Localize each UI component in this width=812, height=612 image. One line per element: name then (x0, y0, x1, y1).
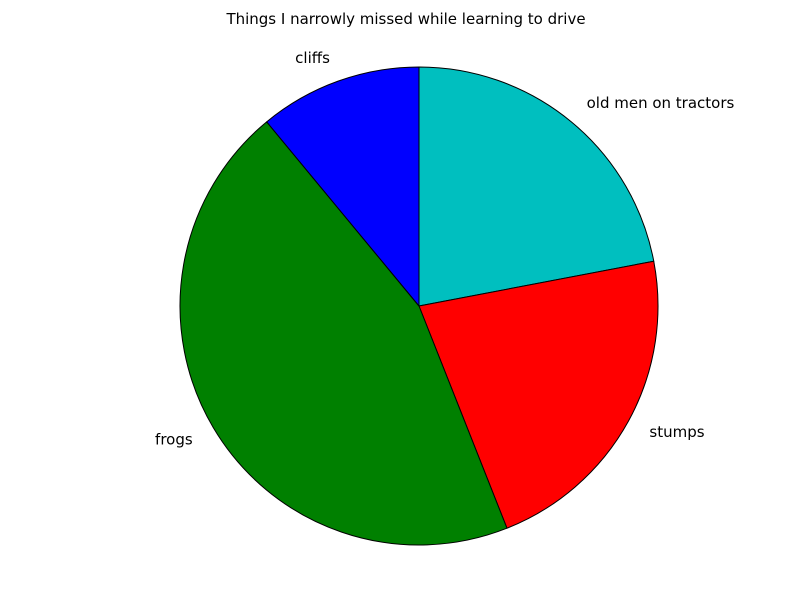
pie-slice-frogs (179, 121, 508, 546)
pie-slice-stumps (418, 260, 659, 529)
pie-slices (179, 66, 659, 546)
chart-title: Things I narrowly missed while learning … (225, 10, 585, 28)
slice-label-cliffs: cliffs (295, 49, 330, 67)
slice-label-frogs: frogs (155, 430, 193, 448)
pie-slice-old-men-on-tractors (418, 66, 655, 307)
pie-slice-cliffs (266, 66, 420, 307)
slice-label-stumps: stumps (649, 423, 704, 441)
slice-label-old-men-on-tractors: old men on tractors (587, 94, 735, 112)
pie-labels: old men on tractors stumps frogs cliffs (155, 49, 734, 448)
